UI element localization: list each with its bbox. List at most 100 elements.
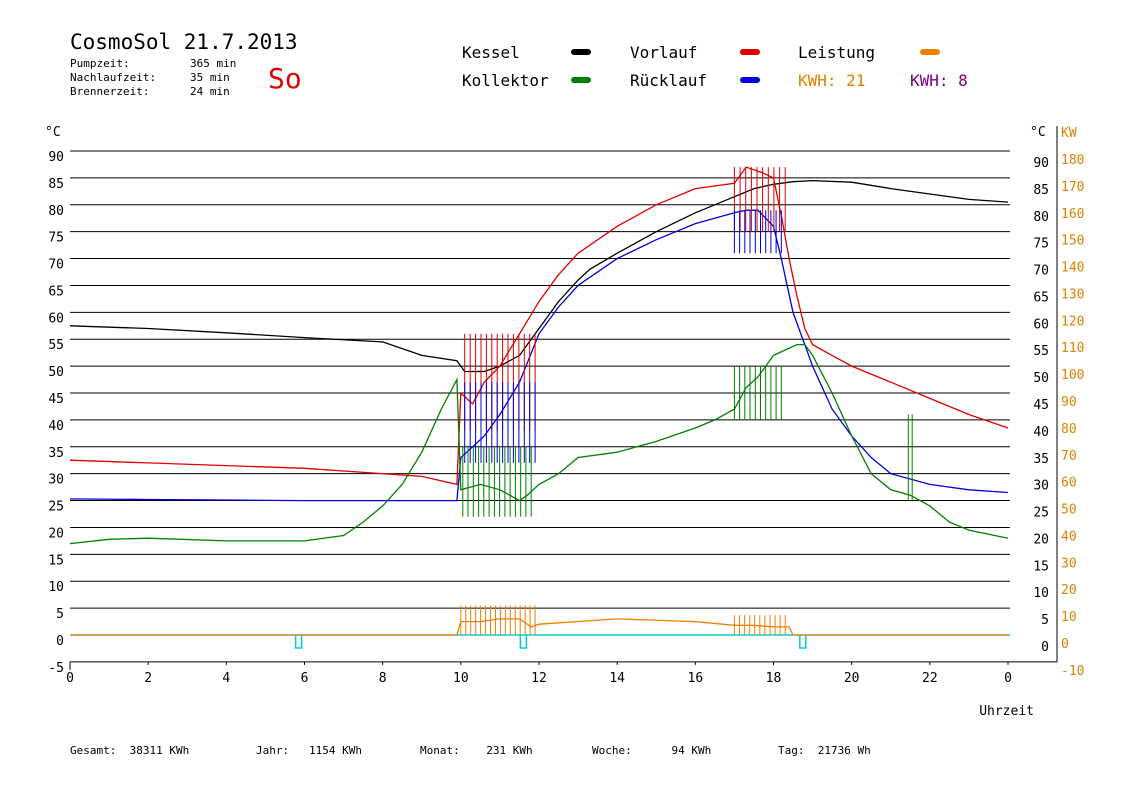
y-tick-right: 0 [1041, 640, 1049, 655]
footer-woche-value: 94 KWh [671, 744, 712, 757]
x-axis-title: Uhrzeit [979, 704, 1034, 719]
legend-ruecklauf-swatch [740, 77, 760, 83]
footer-gesamt-label: Gesamt: [70, 744, 117, 757]
footer-monat: Monat: 231 KWh [420, 744, 533, 757]
footer-woche-label: Woche: [592, 744, 632, 757]
brennerzeit-value: 24 min [190, 85, 230, 98]
y-tick-kw: 100 [1061, 368, 1084, 383]
y-tick-kw: 40 [1061, 529, 1077, 544]
footer-woche: Woche: 94 KWh [592, 744, 711, 757]
y-tick-kw: 0 [1061, 637, 1069, 652]
y-tick-right: 80 [1033, 210, 1049, 225]
y-tick-left: 70 [48, 258, 64, 273]
x-tick-label: 16 [688, 671, 704, 686]
y-tick-right: 35 [1033, 452, 1049, 467]
footer-jahr-label: Jahr: [256, 744, 290, 757]
legend-kessel: Kessel [462, 43, 520, 62]
y-tick-left: 55 [48, 338, 64, 353]
y-tick-kw: 60 [1061, 476, 1077, 491]
y-tick-left: 30 [48, 473, 64, 488]
y-tick-right: 40 [1033, 425, 1049, 440]
legend-leistung: Leistung [798, 43, 876, 62]
legend-kollektor: Kollektor [462, 71, 549, 90]
ruecklauf-oscillation [733, 210, 782, 254]
footer-gesamt-value: 38311 KWh [129, 744, 190, 757]
nachlaufzeit-label: Nachlaufzeit: [70, 71, 157, 84]
y-tick-left: 50 [48, 365, 64, 380]
y-tick-left: 40 [48, 419, 64, 434]
pump-pulse [799, 635, 807, 649]
y-tick-left: 90 [48, 150, 64, 165]
y-tick-left: 45 [48, 392, 64, 407]
x-tick-label: 18 [766, 671, 782, 686]
y-tick-left: 85 [48, 177, 64, 192]
x-tick-label: 2 [144, 671, 152, 686]
y-tick-kw: 170 [1061, 180, 1084, 195]
y-tick-kw: 150 [1061, 234, 1084, 249]
y-tick-kw: 70 [1061, 449, 1077, 464]
y-tick-kw: 130 [1061, 287, 1084, 302]
footer-tag-value: 21736 Wh [817, 744, 871, 757]
leistung-oscillation [460, 605, 536, 635]
x-tick-label: 6 [301, 671, 309, 686]
brennerzeit-label: Brennerzeit: [70, 85, 150, 98]
y-tick-kw: -10 [1061, 664, 1084, 679]
y-tick-kw: 20 [1061, 583, 1077, 598]
y-tick-right: 90 [1033, 156, 1049, 171]
x-tick-label: 12 [531, 671, 547, 686]
y-tick-kw: 10 [1061, 610, 1077, 625]
y-axis-label-kw: KW [1061, 126, 1077, 141]
y-tick-left: 5 [56, 607, 64, 622]
y-tick-right: 70 [1033, 264, 1049, 279]
legend-kollektor-swatch [571, 77, 591, 83]
y-tick-right: 60 [1033, 317, 1049, 332]
y-tick-left: 25 [48, 500, 64, 515]
y-tick-left: 80 [48, 204, 64, 219]
series-line-kollektor [69, 343, 1009, 545]
x-tick-label: 0 [1004, 671, 1012, 686]
y-tick-right: 55 [1033, 344, 1049, 359]
series-line-leistung [70, 618, 1008, 636]
footer-tag-label: Tag: [778, 744, 805, 757]
y-axis-label-right: °C [1030, 125, 1046, 140]
y-tick-right: 50 [1033, 371, 1049, 386]
y-tick-kw: 120 [1061, 314, 1084, 329]
vorlauf-oscillation [733, 167, 786, 232]
ruecklauf-oscillation [464, 382, 536, 463]
y-tick-kw: 140 [1061, 261, 1084, 276]
legend-kwh-leistung: KWH: 21 [798, 71, 866, 90]
y-tick-right: 15 [1033, 559, 1049, 574]
legend-kessel-swatch [571, 49, 591, 55]
legend-kwh-pumpe: KWH: 8 [910, 71, 968, 90]
x-tick-label: 8 [379, 671, 387, 686]
legend-leistung-swatch [920, 49, 940, 55]
y-tick-kw: 180 [1061, 153, 1084, 168]
footer-jahr-value: 1154 KWh [309, 744, 362, 757]
footer-jahr: Jahr: 1154 KWh [256, 744, 362, 757]
y-tick-kw: 110 [1061, 341, 1084, 356]
y-tick-left: 65 [48, 284, 64, 299]
y-tick-kw: 30 [1061, 556, 1077, 571]
stats-block: Pumpzeit: 365 min Nachlaufzeit: 35 min Bre… [70, 57, 236, 99]
legend-ruecklauf: Rücklauf [630, 71, 708, 90]
y-tick-left: 10 [48, 580, 64, 595]
footer-monat-label: Monat: [420, 744, 460, 757]
y-tick-right: 5 [1041, 613, 1049, 628]
y-tick-kw: 90 [1061, 395, 1077, 410]
series-line-rücklauf [69, 209, 1009, 502]
y-tick-left: 0 [56, 634, 64, 649]
y-axis-label-left: °C [45, 125, 61, 140]
chart-title: CosmoSol 21.7.2013 [70, 30, 298, 54]
y-tick-right: 30 [1033, 479, 1049, 494]
x-tick-label: 22 [922, 671, 938, 686]
pump-pulse [294, 635, 303, 649]
pump-pulse [519, 635, 528, 649]
y-tick-right: 85 [1033, 183, 1049, 198]
y-tick-left: 20 [48, 526, 64, 541]
series-line-vorlauf [69, 166, 1009, 486]
x-tick-label: 0 [66, 671, 74, 686]
footer-tag: Tag: 21736 Wh [778, 744, 871, 757]
weekday-label: So [268, 62, 302, 95]
y-tick-right: 75 [1033, 237, 1049, 252]
